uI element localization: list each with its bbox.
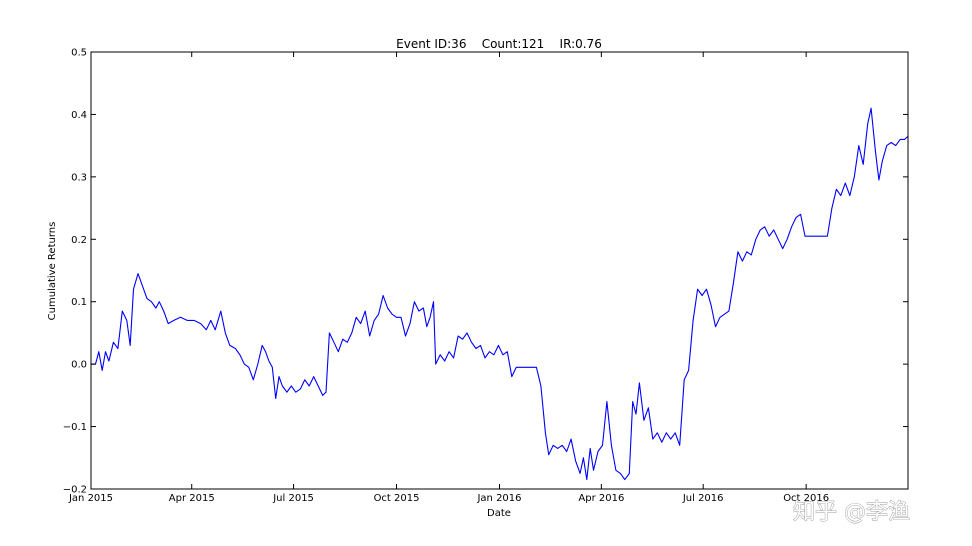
y-tick-label: 0.4 [71, 110, 87, 121]
watermark: 知乎 @李渔 [793, 500, 910, 525]
y-tick-label: 0.2 [71, 235, 87, 246]
x-tick-label: Oct 2016 [783, 493, 829, 504]
x-tick-label: Apr 2015 [169, 493, 215, 504]
x-tick-label: Jul 2015 [272, 493, 314, 504]
y-tick-label: −0.2 [63, 485, 87, 496]
chart-title: Event ID:36 Count:121 IR:0.76 [396, 37, 602, 51]
plot-frame [90, 51, 909, 490]
x-axis-label: Date [487, 508, 511, 519]
x-tick-label: Oct 2015 [374, 493, 420, 504]
y-axis-label: Cumulative Returns [47, 222, 58, 321]
y-tick-label: 0.3 [71, 172, 87, 183]
x-tick-label: Jan 2015 [68, 493, 113, 504]
x-tick-label: Apr 2016 [578, 493, 624, 504]
series-line-0 [91, 107, 909, 481]
y-tick-label: 0.1 [71, 297, 87, 308]
y-tick-label: 0.0 [71, 360, 87, 371]
x-tick-label: Jan 2016 [476, 493, 521, 504]
axis-ticks: −0.2 −0.1 0.0 0.1 0.2 0.3 0.4 0.5 Jan 2015 Apr 20… [63, 48, 908, 504]
y-tick-label: 0.5 [71, 48, 87, 59]
y-tick-label: −0.1 [63, 422, 87, 433]
x-tick-label: Jul 2016 [682, 493, 724, 504]
plot-area [91, 107, 909, 481]
